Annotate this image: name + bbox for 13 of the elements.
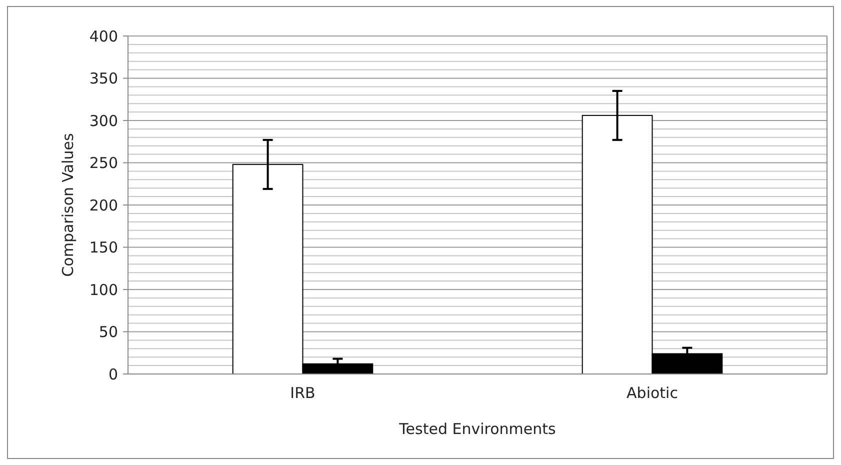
y-tick-label: 250 xyxy=(89,154,118,172)
y-tick-label: 200 xyxy=(89,196,118,214)
y-tick-label: 100 xyxy=(89,280,118,299)
y-tick-label: 400 xyxy=(89,27,118,46)
x-tick-label: Abiotic xyxy=(626,384,678,402)
y-tick-label: 350 xyxy=(89,70,118,88)
x-tick-label: IRB xyxy=(290,384,316,402)
y-tick-label: 150 xyxy=(89,238,118,256)
y-tick-label: 50 xyxy=(98,323,118,341)
y-axis-title: Comparison Values xyxy=(59,133,77,277)
y-tick-label: 0 xyxy=(108,365,118,384)
x-axis-title: Tested Environments xyxy=(398,420,556,438)
y-tick-label: 300 xyxy=(89,112,118,130)
